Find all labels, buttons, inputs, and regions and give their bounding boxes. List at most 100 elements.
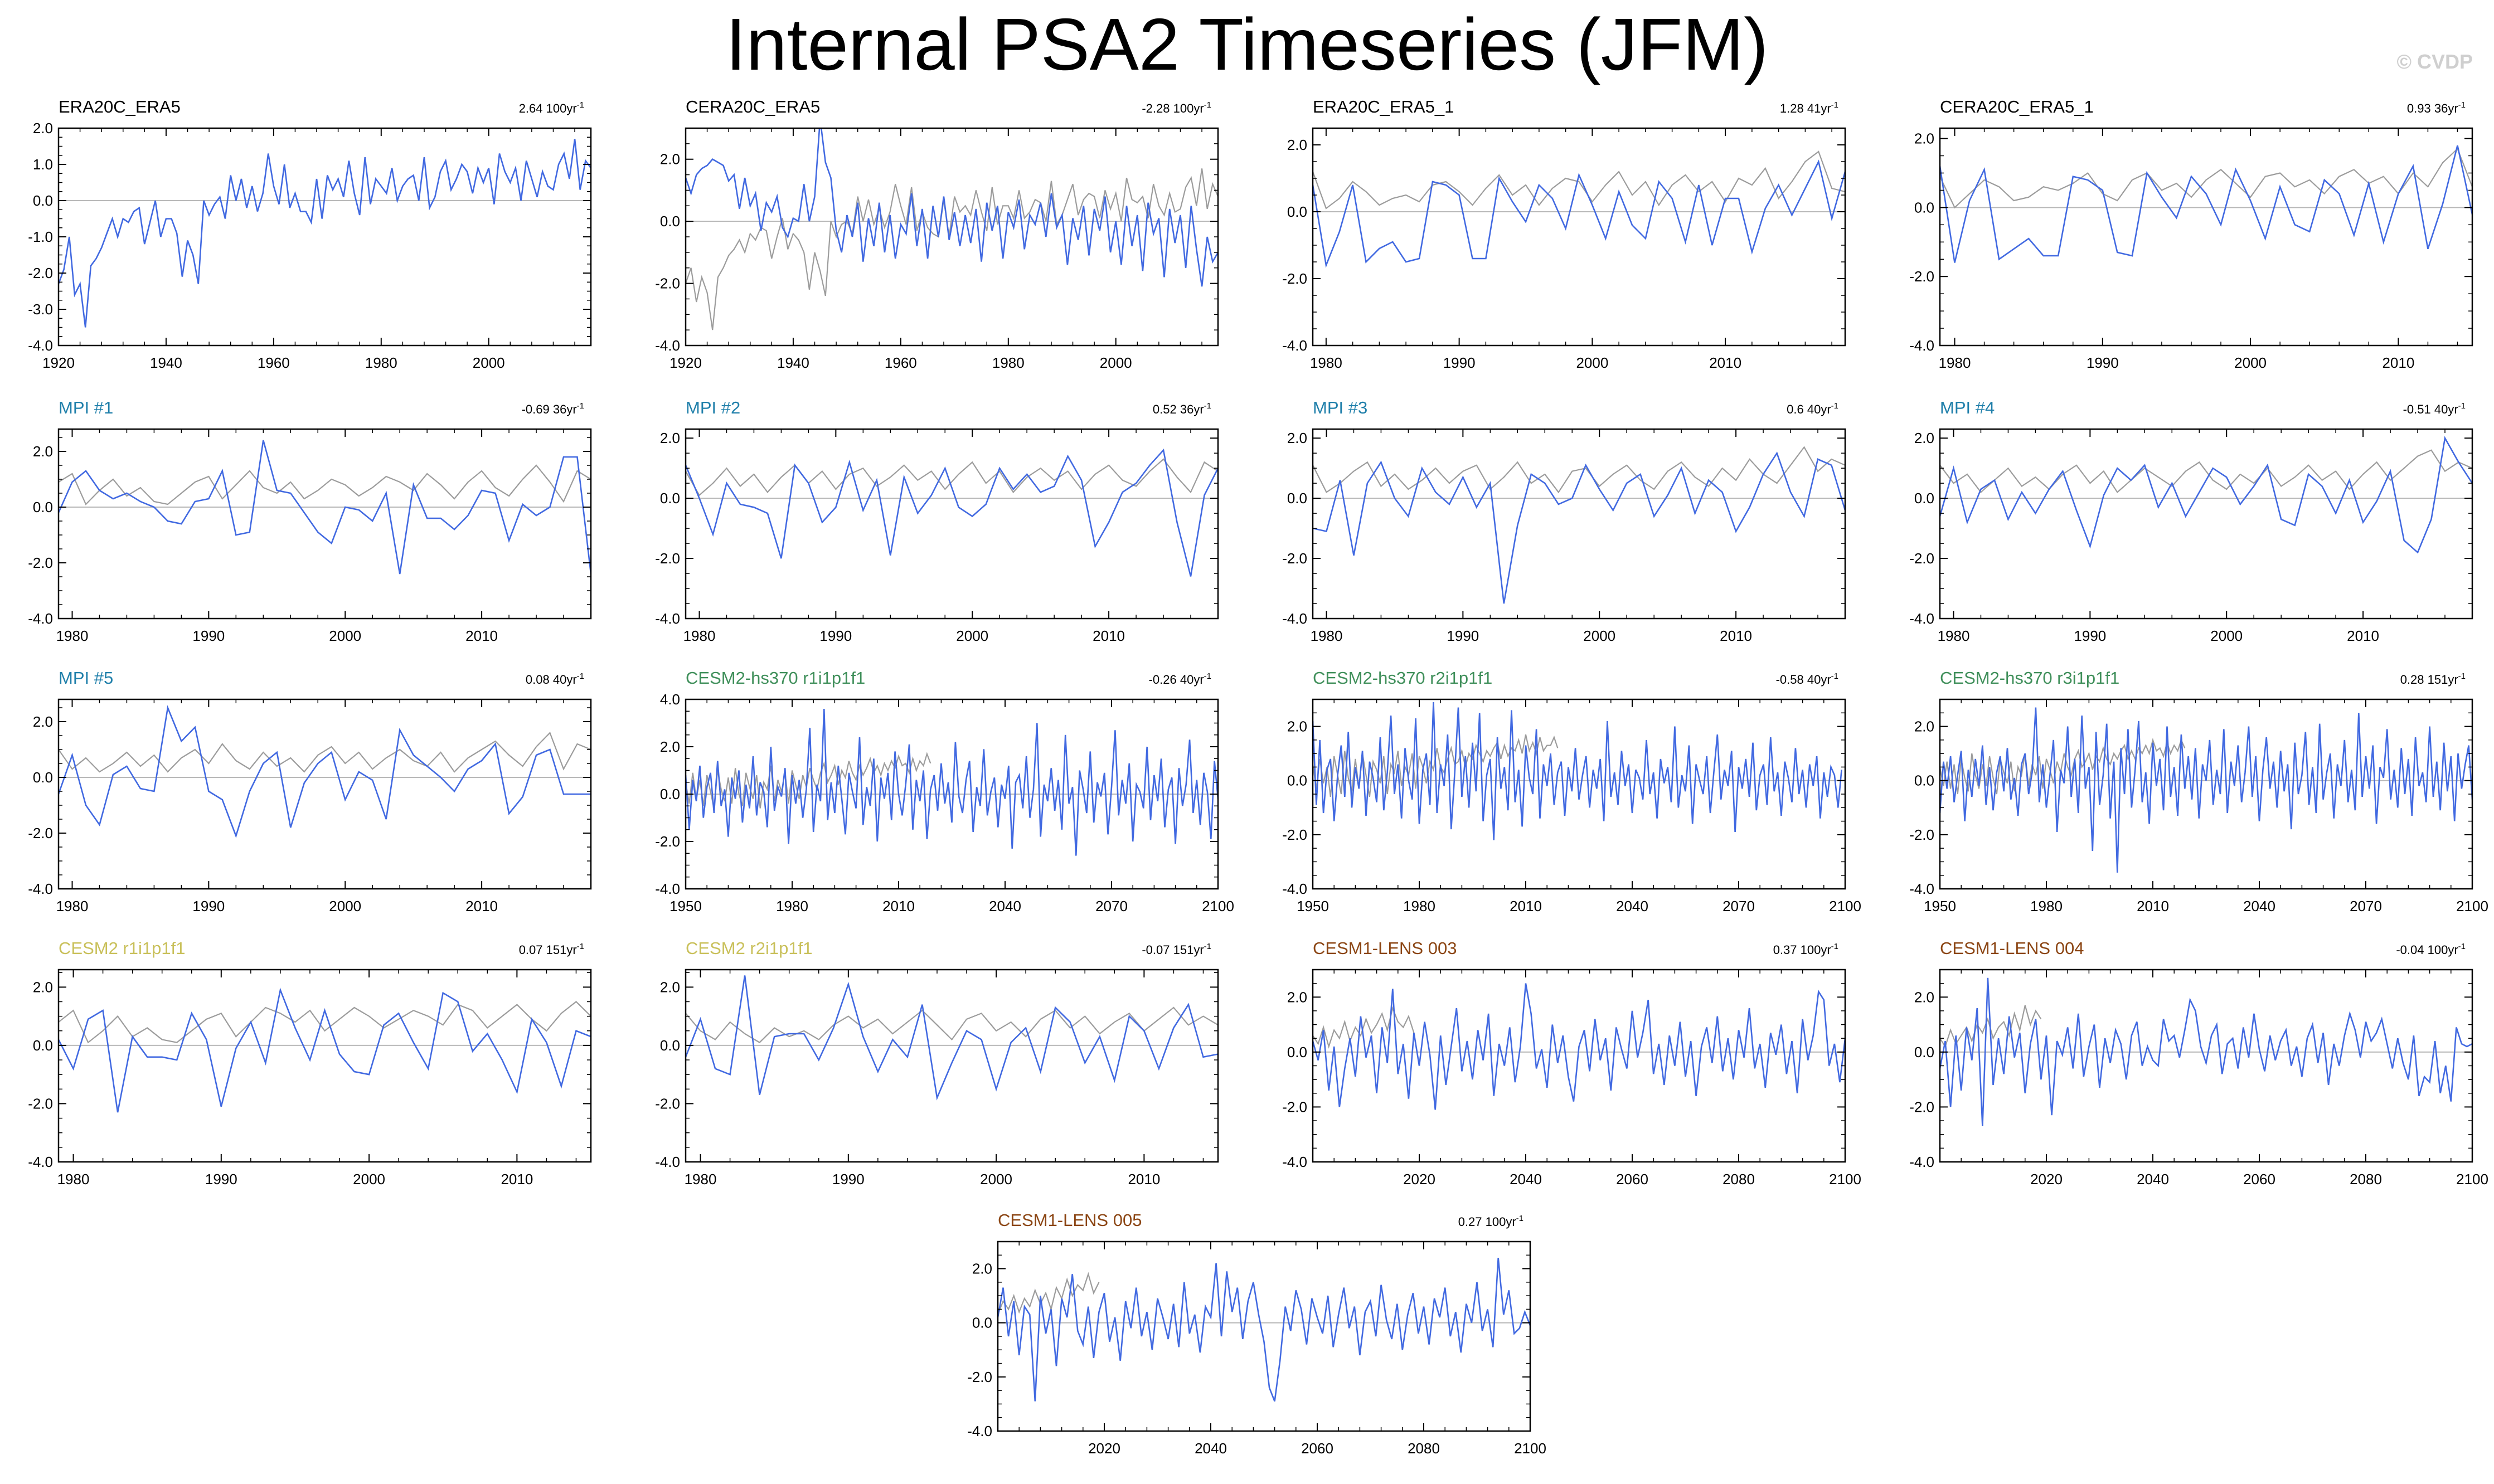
x-tick-label: 2000 <box>1100 354 1132 371</box>
panel-13: CESM2 r1i1p1f1 0.07 151yr-1 -4.0 -2.0 0.0 2.0… <box>28 938 592 1188</box>
x-tick-label: 2010 <box>882 898 915 914</box>
panel-title: CESM2-hs370 r2i1p1f1 <box>1313 668 1492 688</box>
y-tick-label: 0.0 <box>660 786 680 802</box>
plot-frame <box>685 127 1219 347</box>
panel-9: MPI #5 0.08 40yr-1 -4.0 -2.0 0.0 2.0 1980 1990 2… <box>28 668 592 914</box>
x-tick-label: 1990 <box>2074 627 2106 644</box>
y-tick-label: 0.0 <box>1914 772 1934 789</box>
y-tick-label: 2.0 <box>1287 989 1307 1005</box>
panel-14: CESM2 r2i1p1f1 -0.07 151yr-1 -4.0 -2.0 0.0 2.… <box>655 938 1219 1188</box>
plot-frame <box>1939 428 2473 620</box>
x-tick-label: 2010 <box>1510 898 1542 914</box>
y-tick-label: -2.0 <box>28 554 53 571</box>
y-tick-label: -2.0 <box>1282 550 1307 567</box>
member-series-line <box>1313 451 1845 604</box>
y-tick-label: 0.0 <box>33 499 53 515</box>
y-tick-label: -2.0 <box>1282 270 1307 287</box>
panel-15: CESM1-LENS 003 0.37 100yr-1 -4.0 -2.0 0.0 2.0… <box>1282 938 1861 1188</box>
trend-label: -0.26 40yr-1 <box>1149 672 1211 687</box>
y-tick-label: 0.0 <box>660 213 680 230</box>
x-tick-label: 2000 <box>353 1171 385 1188</box>
x-tick-label: 2010 <box>1709 354 1741 371</box>
trend-label: -0.07 151yr-1 <box>1142 942 1211 957</box>
plot-frame <box>685 969 1219 1163</box>
x-tick-label: 1990 <box>205 1171 237 1188</box>
reference-series-line <box>59 464 591 505</box>
panel-title: CERA20C_ERA5_1 <box>1940 97 2094 116</box>
y-tick-label: -4.0 <box>1909 1154 1934 1170</box>
cvdp-watermark: © CVDP <box>2396 50 2473 73</box>
x-tick-label: 2010 <box>2347 627 2379 644</box>
y-tick-label: -4.0 <box>967 1423 992 1439</box>
trend-label: 0.08 40yr-1 <box>526 672 584 687</box>
member-series-line <box>59 987 591 1113</box>
x-tick-label: 2010 <box>2382 354 2414 371</box>
y-tick-label: 2.0 <box>972 1261 992 1277</box>
plot-frame <box>685 428 1219 620</box>
panel-16: CESM1-LENS 004 -0.04 100yr-1 -4.0 -2.0 0.0 2.… <box>1909 938 2488 1188</box>
panel-3: ERA20C_ERA5_1 1.28 41yr-1 -4.0 -2.0 0.0 2.0 19… <box>1282 97 1846 371</box>
reference-series-line <box>686 1006 1218 1044</box>
plot-frame <box>57 969 592 1163</box>
x-tick-label: 2020 <box>1088 1440 1120 1457</box>
x-tick-label: 1950 <box>1297 898 1329 914</box>
y-tick-label: 0.0 <box>1287 772 1307 789</box>
reference-series-line <box>59 1001 591 1044</box>
panel-8: MPI #4 -0.51 40yr-1 -4.0 -2.0 0.0 2.0 1980 1990… <box>1909 398 2473 644</box>
y-tick-label: 0.0 <box>1914 490 1934 507</box>
reference-series-line <box>1940 738 2186 795</box>
x-tick-label: 2080 <box>1408 1440 1440 1457</box>
member-series-line <box>1313 702 1842 840</box>
x-tick-label: 1980 <box>776 898 808 914</box>
member-series-line <box>1940 707 2472 873</box>
y-tick-label: -4.0 <box>655 1154 680 1170</box>
trend-label: 2.64 100yr-1 <box>519 100 584 115</box>
y-tick-label: -4.0 <box>1282 1154 1307 1170</box>
y-tick-label: -2.0 <box>967 1369 992 1385</box>
y-tick-label: -4.0 <box>655 610 680 627</box>
trend-label: -2.28 100yr-1 <box>1142 100 1211 115</box>
member-series-line <box>998 1257 1530 1402</box>
member-series-line <box>686 128 1218 287</box>
trend-label: 1.28 41yr-1 <box>1780 100 1838 115</box>
y-tick-label: 0.0 <box>660 1037 680 1054</box>
panel-title: CESM1-LENS 004 <box>1940 938 2084 958</box>
y-tick-label: 2.0 <box>33 443 53 460</box>
y-tick-label: 0.0 <box>972 1315 992 1331</box>
x-tick-label: 2100 <box>1202 898 1234 914</box>
y-tick-label: -2.0 <box>28 265 53 281</box>
x-tick-label: 2040 <box>1616 898 1648 914</box>
reference-series-line <box>1313 446 1845 494</box>
y-tick-label: 2.0 <box>660 979 680 995</box>
y-tick-label: -2.0 <box>28 825 53 841</box>
y-tick-label: -2.0 <box>1909 268 1934 285</box>
panel-title: CESM2 r1i1p1f1 <box>59 938 185 958</box>
x-tick-label: 2040 <box>2243 898 2275 914</box>
panel-title: CESM2-hs370 r3i1p1f1 <box>1940 668 2119 688</box>
panel-10: CESM2-hs370 r1i1p1f1 -0.26 40yr-1 -4.0 -2.0… <box>655 668 1234 914</box>
y-tick-label: -1.0 <box>28 228 53 245</box>
panel-title: CESM2 r2i1p1f1 <box>686 938 812 958</box>
panel-1: ERA20C_ERA5 2.64 100yr-1 -4.0 -3.0 -2.0 -1.0 0… <box>28 97 592 371</box>
x-tick-label: 1980 <box>2030 898 2063 914</box>
y-tick-label: 0.0 <box>1287 490 1307 507</box>
y-tick-label: -4.0 <box>655 880 680 897</box>
y-tick-label: 0.0 <box>33 769 53 786</box>
panel-title: CESM2-hs370 r1i1p1f1 <box>686 668 865 688</box>
x-tick-label: 2020 <box>1403 1171 1435 1188</box>
x-tick-label: 2100 <box>1829 1171 1861 1188</box>
trend-label: -0.51 40yr-1 <box>2403 401 2466 416</box>
x-tick-label: 1980 <box>1939 354 1971 371</box>
x-tick-label: 1950 <box>669 898 702 914</box>
x-tick-label: 2010 <box>2137 898 2169 914</box>
y-tick-label: 0.0 <box>1914 199 1934 216</box>
panel-title: ERA20C_ERA5 <box>59 97 181 116</box>
y-tick-label: 2.0 <box>1914 430 1934 446</box>
reference-series-line <box>1940 449 2472 493</box>
x-tick-label: 1990 <box>192 627 225 644</box>
y-tick-label: 2.0 <box>660 430 680 446</box>
panel-5: MPI #1 -0.69 36yr-1 -4.0 -2.0 0.0 2.0 1980 1990… <box>28 398 592 644</box>
x-tick-label: 1950 <box>1924 898 1956 914</box>
y-tick-label: 2.0 <box>1287 430 1307 446</box>
